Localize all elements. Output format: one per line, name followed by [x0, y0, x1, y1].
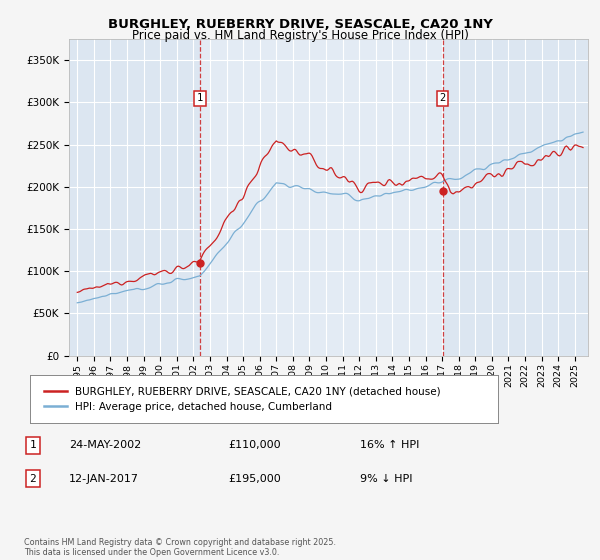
Text: 1: 1: [197, 94, 203, 103]
Text: 9% ↓ HPI: 9% ↓ HPI: [360, 474, 413, 484]
Text: Price paid vs. HM Land Registry's House Price Index (HPI): Price paid vs. HM Land Registry's House …: [131, 29, 469, 42]
Text: £195,000: £195,000: [228, 474, 281, 484]
Text: 12-JAN-2017: 12-JAN-2017: [69, 474, 139, 484]
Text: 24-MAY-2002: 24-MAY-2002: [69, 440, 141, 450]
Text: 1: 1: [29, 440, 37, 450]
Text: Contains HM Land Registry data © Crown copyright and database right 2025.
This d: Contains HM Land Registry data © Crown c…: [24, 538, 336, 557]
Text: 2: 2: [439, 94, 446, 103]
Text: BURGHLEY, RUEBERRY DRIVE, SEASCALE, CA20 1NY: BURGHLEY, RUEBERRY DRIVE, SEASCALE, CA20…: [107, 18, 493, 31]
Legend: BURGHLEY, RUEBERRY DRIVE, SEASCALE, CA20 1NY (detached house), HPI: Average pric: BURGHLEY, RUEBERRY DRIVE, SEASCALE, CA20…: [40, 382, 445, 416]
Text: 16% ↑ HPI: 16% ↑ HPI: [360, 440, 419, 450]
Text: 2: 2: [29, 474, 37, 484]
Bar: [200, 39, 443, 356]
Text: £110,000: £110,000: [228, 440, 281, 450]
